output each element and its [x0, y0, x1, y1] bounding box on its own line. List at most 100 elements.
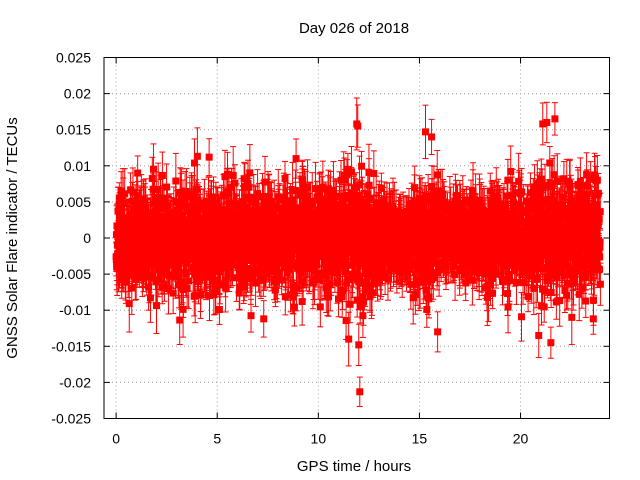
- data-point: [150, 200, 158, 208]
- data-point: [314, 269, 322, 277]
- data-point: [163, 256, 171, 264]
- data-point: [240, 283, 248, 291]
- data-point: [186, 204, 194, 212]
- data-point: [195, 277, 203, 285]
- data-point: [122, 274, 130, 282]
- data-point: [238, 257, 246, 265]
- data-point: [265, 193, 273, 201]
- data-point: [303, 256, 311, 264]
- data-point: [191, 292, 199, 300]
- data-point: [281, 174, 289, 182]
- data-point: [316, 303, 324, 311]
- data-point: [149, 165, 157, 173]
- data-point: [289, 293, 297, 301]
- data-point: [119, 227, 127, 235]
- data-point: [191, 159, 199, 167]
- data-point: [185, 277, 193, 285]
- data-point: [231, 179, 239, 187]
- data-point: [286, 256, 294, 264]
- series-solar-flare-indicator: [112, 97, 604, 407]
- data-point: [128, 284, 136, 292]
- data-point: [174, 206, 182, 214]
- data-point: [179, 191, 187, 199]
- data-point: [193, 185, 201, 193]
- data-point: [189, 193, 197, 201]
- data-point: [212, 281, 220, 289]
- data-point: [181, 195, 189, 203]
- data-point: [316, 191, 324, 199]
- data-point: [278, 276, 286, 284]
- data-point: [308, 254, 316, 262]
- data-point: [311, 185, 319, 193]
- data-point: [143, 265, 151, 273]
- data-point: [183, 284, 191, 292]
- data-point: [182, 187, 190, 195]
- data-point: [211, 276, 219, 284]
- data-point: [176, 316, 184, 324]
- data-point: [299, 182, 307, 190]
- data-point: [247, 312, 255, 320]
- data-point: [248, 271, 256, 279]
- data-point: [164, 284, 172, 292]
- data-point: [245, 183, 253, 191]
- data-point: [215, 268, 223, 276]
- data-point: [254, 190, 262, 198]
- data-point: [252, 279, 260, 287]
- data-point: [301, 217, 309, 225]
- data-point: [218, 209, 226, 217]
- data-point: [240, 277, 248, 285]
- data-point: [257, 276, 265, 284]
- data-point: [156, 215, 164, 223]
- data-point: [319, 183, 327, 191]
- data-point: [297, 269, 305, 277]
- data-point: [274, 276, 282, 284]
- data-point: [246, 169, 254, 177]
- data-point: [197, 290, 205, 298]
- data-point: [235, 289, 243, 297]
- data-point: [193, 152, 201, 160]
- data-point: [148, 175, 156, 183]
- data-point: [321, 202, 329, 210]
- data-point: [321, 269, 329, 277]
- data-point: [155, 258, 163, 266]
- data-point: [271, 286, 279, 294]
- data-point: [308, 197, 316, 205]
- data-point: [176, 248, 184, 256]
- data-point: [117, 187, 125, 195]
- data-point: [134, 169, 142, 177]
- data-point: [125, 300, 133, 308]
- data-point: [145, 283, 153, 291]
- data-point: [229, 171, 237, 179]
- data-point: [215, 219, 223, 227]
- data-point: [215, 306, 223, 314]
- data-point: [316, 276, 324, 284]
- data-point: [148, 259, 156, 267]
- data-point: [159, 194, 167, 202]
- data-point: [261, 178, 269, 186]
- data-point: [242, 209, 250, 217]
- data-point: [146, 294, 154, 302]
- data-point: [122, 232, 130, 240]
- data-point: [289, 289, 297, 297]
- data-point: [114, 207, 122, 215]
- data-point: [196, 205, 204, 213]
- data-point: [246, 267, 254, 275]
- data-point: [177, 253, 185, 261]
- data-point: [147, 272, 155, 280]
- data-point: [179, 286, 187, 294]
- data-point: [302, 194, 310, 202]
- data-point: [138, 273, 146, 281]
- data-point: [121, 190, 129, 198]
- data-point: [190, 251, 198, 259]
- data-point: [270, 202, 278, 210]
- data-point: [172, 177, 180, 185]
- data-point: [236, 283, 244, 291]
- data-point: [228, 183, 236, 191]
- data-point: [281, 293, 289, 301]
- data-point: [223, 170, 231, 178]
- data-point: [201, 269, 209, 277]
- data-point: [128, 197, 136, 205]
- data-point: [292, 204, 300, 212]
- data-point: [244, 180, 252, 188]
